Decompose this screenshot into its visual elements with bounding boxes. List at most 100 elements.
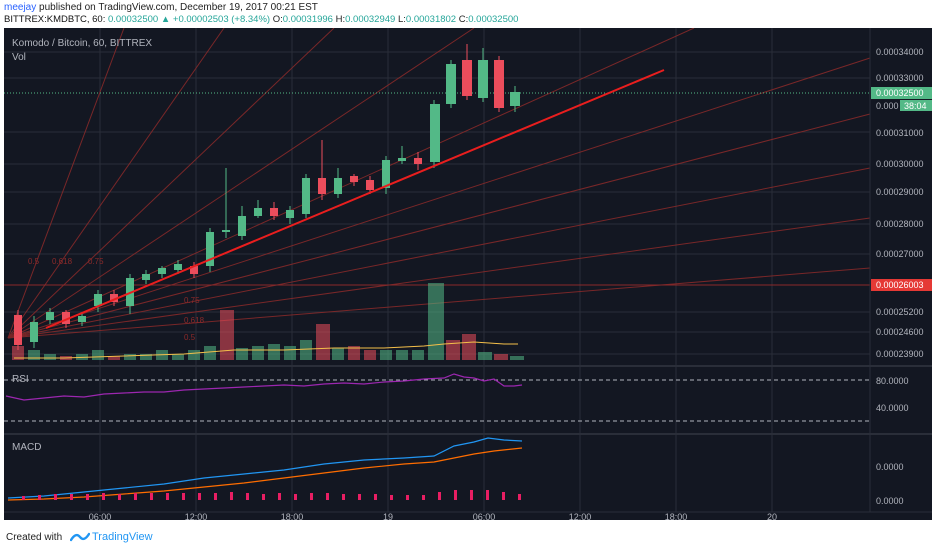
fib-label-top-3: 0.75 [88,257,104,266]
countdown-price: 0.000 [876,101,899,111]
current-price-tag: 0.00032500 0.000 38:04 [871,87,932,111]
last-price: 0.00032500 [108,14,159,25]
rsi-line [5,373,523,401]
volume-bar [462,334,476,360]
volume-bar [44,354,56,360]
candle [318,178,326,194]
price-tick: 0.00025200 [876,307,924,317]
level-price-label: 0.00026003 [876,280,924,290]
candle [334,178,342,194]
low-label: L: [397,14,406,25]
candle [446,64,456,104]
volume-bar [108,356,120,360]
footer: Created with TradingView [0,524,932,550]
candle [510,92,520,106]
author-link[interactable]: meejay [4,2,37,13]
publish-header: meejay published on TradingView.com, Dec… [0,0,932,26]
countdown-time: 38:04 [904,101,927,111]
candle [110,294,118,302]
price-tick: 0.00024600 [876,327,924,337]
symbol-label: BITTREX:KMDBTC, 60 [4,14,103,25]
time-tick: 18:00 [281,512,304,520]
time-tick: 19 [383,512,393,520]
volume-bar [268,344,280,360]
open-value: 0.00031996 [282,14,333,25]
fib-label-bottom-1: 0.75 [184,296,200,305]
volume-ma-line [14,341,518,359]
price-tick: 0.00030000 [876,159,924,169]
volume-bar [140,354,152,360]
candle [302,178,310,214]
volume-bar [316,324,330,360]
time-tick: 18:00 [665,512,688,520]
macd-level-bottom: 0.0000 [876,496,904,506]
price-change: +0.00002503 (+8.34%) [172,14,271,25]
candle [398,158,406,161]
candle [350,176,358,182]
time-tick: 20 [767,512,777,520]
rsi-level-40: 40.0000 [876,403,909,413]
candle [366,180,374,190]
volume-bar [380,350,392,360]
volume-bar [124,354,136,360]
ohlc-line: BITTREX:KMDBTC, 60: 0.00032500 ▲ +0.0000… [4,14,519,25]
created-with-label: Created with [6,532,63,543]
volume-bar [510,356,524,360]
volume-bar [188,350,200,360]
candle [430,104,440,162]
candle [206,232,214,266]
volume-bar [446,340,460,360]
candle [270,208,278,216]
candle [222,230,230,232]
chart-area[interactable]: 0.5 0.618 0.75 0.75 0.618 0.5 [4,27,932,522]
price-tick: 0.00034000 [876,47,924,57]
volume-bars [12,283,524,360]
volume-bar [348,346,360,360]
chart-title: Komodo / Bitcoin, 60, BITTREX [12,38,152,49]
candle [62,312,70,324]
volume-bar [364,350,376,360]
fib-label-top-1: 0.5 [28,257,40,266]
fib-label-top-2: 0.618 [52,257,73,266]
open-label: O: [272,14,283,25]
macd-line [7,437,523,499]
candle [142,274,150,280]
macd-pane[interactable]: MACD 0.0000 0.0000 [7,437,904,506]
volume-bar [204,346,216,360]
trend-line[interactable] [45,69,665,329]
volume-bar [300,340,312,360]
time-axis[interactable]: 06:00 12:00 18:00 19 06:00 12:00 18:00 2… [89,512,777,522]
grid [4,28,870,512]
up-triangle-icon: ▲ [160,14,171,25]
volume-bar [494,354,508,360]
rsi-pane[interactable]: RSI 80.0000 40.0000 [4,373,909,422]
candle [414,158,422,164]
price-tick: 0.00033000 [876,73,924,83]
price-tick: 0.00023900 [876,349,924,359]
current-price-label: 0.00032500 [876,88,924,98]
rsi-level-80: 80.0000 [876,376,909,386]
candle [382,160,390,188]
candle [174,264,182,270]
volume-bar [236,348,248,360]
fib-label-bottom-3: 0.5 [184,333,196,342]
time-tick: 06:00 [89,512,112,520]
volume-bar [252,346,264,360]
macd-level-top: 0.0000 [876,462,904,472]
price-axis[interactable]: 0.00034000 0.00033000 0.00031000 0.00030… [876,47,924,359]
price-tick: 0.00031000 [876,128,924,138]
tradingview-brand-link[interactable]: TradingView [92,531,153,543]
level-price-tag: 0.00026003 [871,279,932,291]
candle [478,60,488,98]
price-tick: 0.00029000 [876,187,924,197]
macd-label: MACD [12,442,41,453]
candle [14,315,22,345]
time-tick: 06:00 [473,512,496,520]
close-label: C: [458,14,469,25]
volume-bar [332,348,344,360]
candle [158,268,166,274]
time-tick: 12:00 [569,512,592,520]
volume-label: Vol [12,52,26,63]
gann-fan[interactable] [7,27,871,339]
volume-bar [396,350,408,360]
